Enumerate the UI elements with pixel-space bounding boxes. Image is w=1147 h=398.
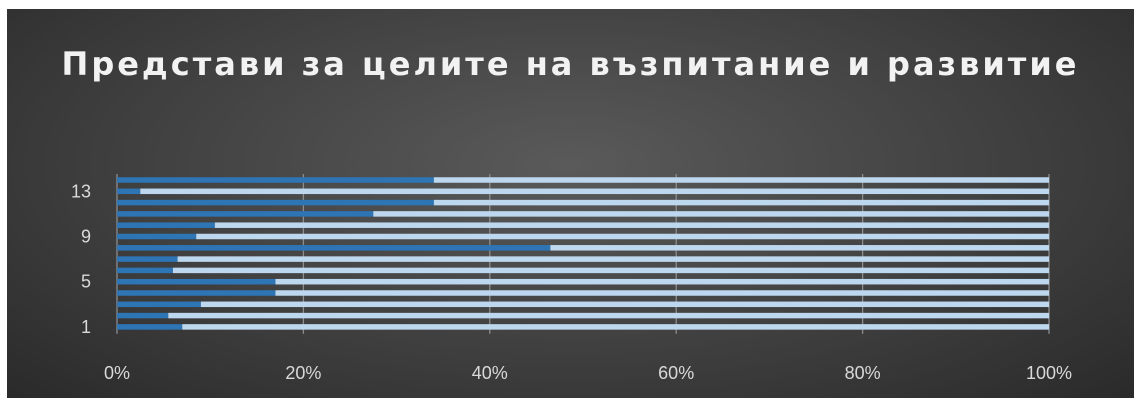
bar-series-2 <box>433 177 1049 183</box>
bar-series-1 <box>117 290 276 296</box>
y-tick-label: 13 <box>71 181 91 201</box>
chart-title: Представи за целите на възпитание и разв… <box>61 45 1080 83</box>
bar-series-1 <box>117 211 374 217</box>
bar-series-1 <box>117 278 276 285</box>
x-tick-label: 100% <box>1026 363 1072 383</box>
bar-series-2 <box>177 256 1049 262</box>
bars <box>117 177 1050 330</box>
bar-series-1 <box>117 222 215 228</box>
bar-series-1 <box>117 324 183 330</box>
x-tick-label: 80% <box>845 363 881 383</box>
x-tick-label: 60% <box>658 363 694 383</box>
bar-series-1 <box>117 256 178 262</box>
bar-series-1 <box>117 312 169 319</box>
y-tick-label: 1 <box>81 317 91 337</box>
gridlines <box>116 174 1050 334</box>
x-tick-label: 20% <box>285 363 321 383</box>
bar-series-1 <box>117 233 197 240</box>
bar-series-2 <box>550 245 1049 251</box>
y-tick-label: 9 <box>81 227 91 247</box>
bar-series-1 <box>117 301 201 308</box>
y-tick-label: 5 <box>81 272 91 292</box>
bar-series-2 <box>196 233 1050 240</box>
bar-series-1 <box>117 267 173 274</box>
bar-series-1 <box>117 177 434 183</box>
bar-series-1 <box>117 188 141 195</box>
bar-chart: 0% 20% 40% 60% 80% 100% 1 5 9 13 <box>71 174 1072 383</box>
y-axis-ticks: 1 5 9 13 <box>71 181 91 337</box>
bar-series-2 <box>275 278 1049 285</box>
bar-series-2 <box>168 312 1049 319</box>
bar-series-2 <box>275 290 1049 296</box>
chart-panel: Представи за целите на възпитание и разв… <box>7 9 1134 398</box>
x-tick-label: 40% <box>472 363 508 383</box>
bar-series-2 <box>140 188 1050 195</box>
bar-series-2 <box>214 222 1050 228</box>
x-tick-label: 0% <box>104 363 130 383</box>
bar-series-1 <box>117 199 434 206</box>
bar-series-2 <box>182 324 1050 330</box>
bar-series-2 <box>433 199 1049 206</box>
bar-series-1 <box>117 245 551 251</box>
bar-series-2 <box>373 211 1049 217</box>
x-axis-ticks: 0% 20% 40% 60% 80% 100% <box>104 363 1072 383</box>
bar-series-2 <box>172 267 1050 274</box>
bar-series-2 <box>200 301 1049 308</box>
